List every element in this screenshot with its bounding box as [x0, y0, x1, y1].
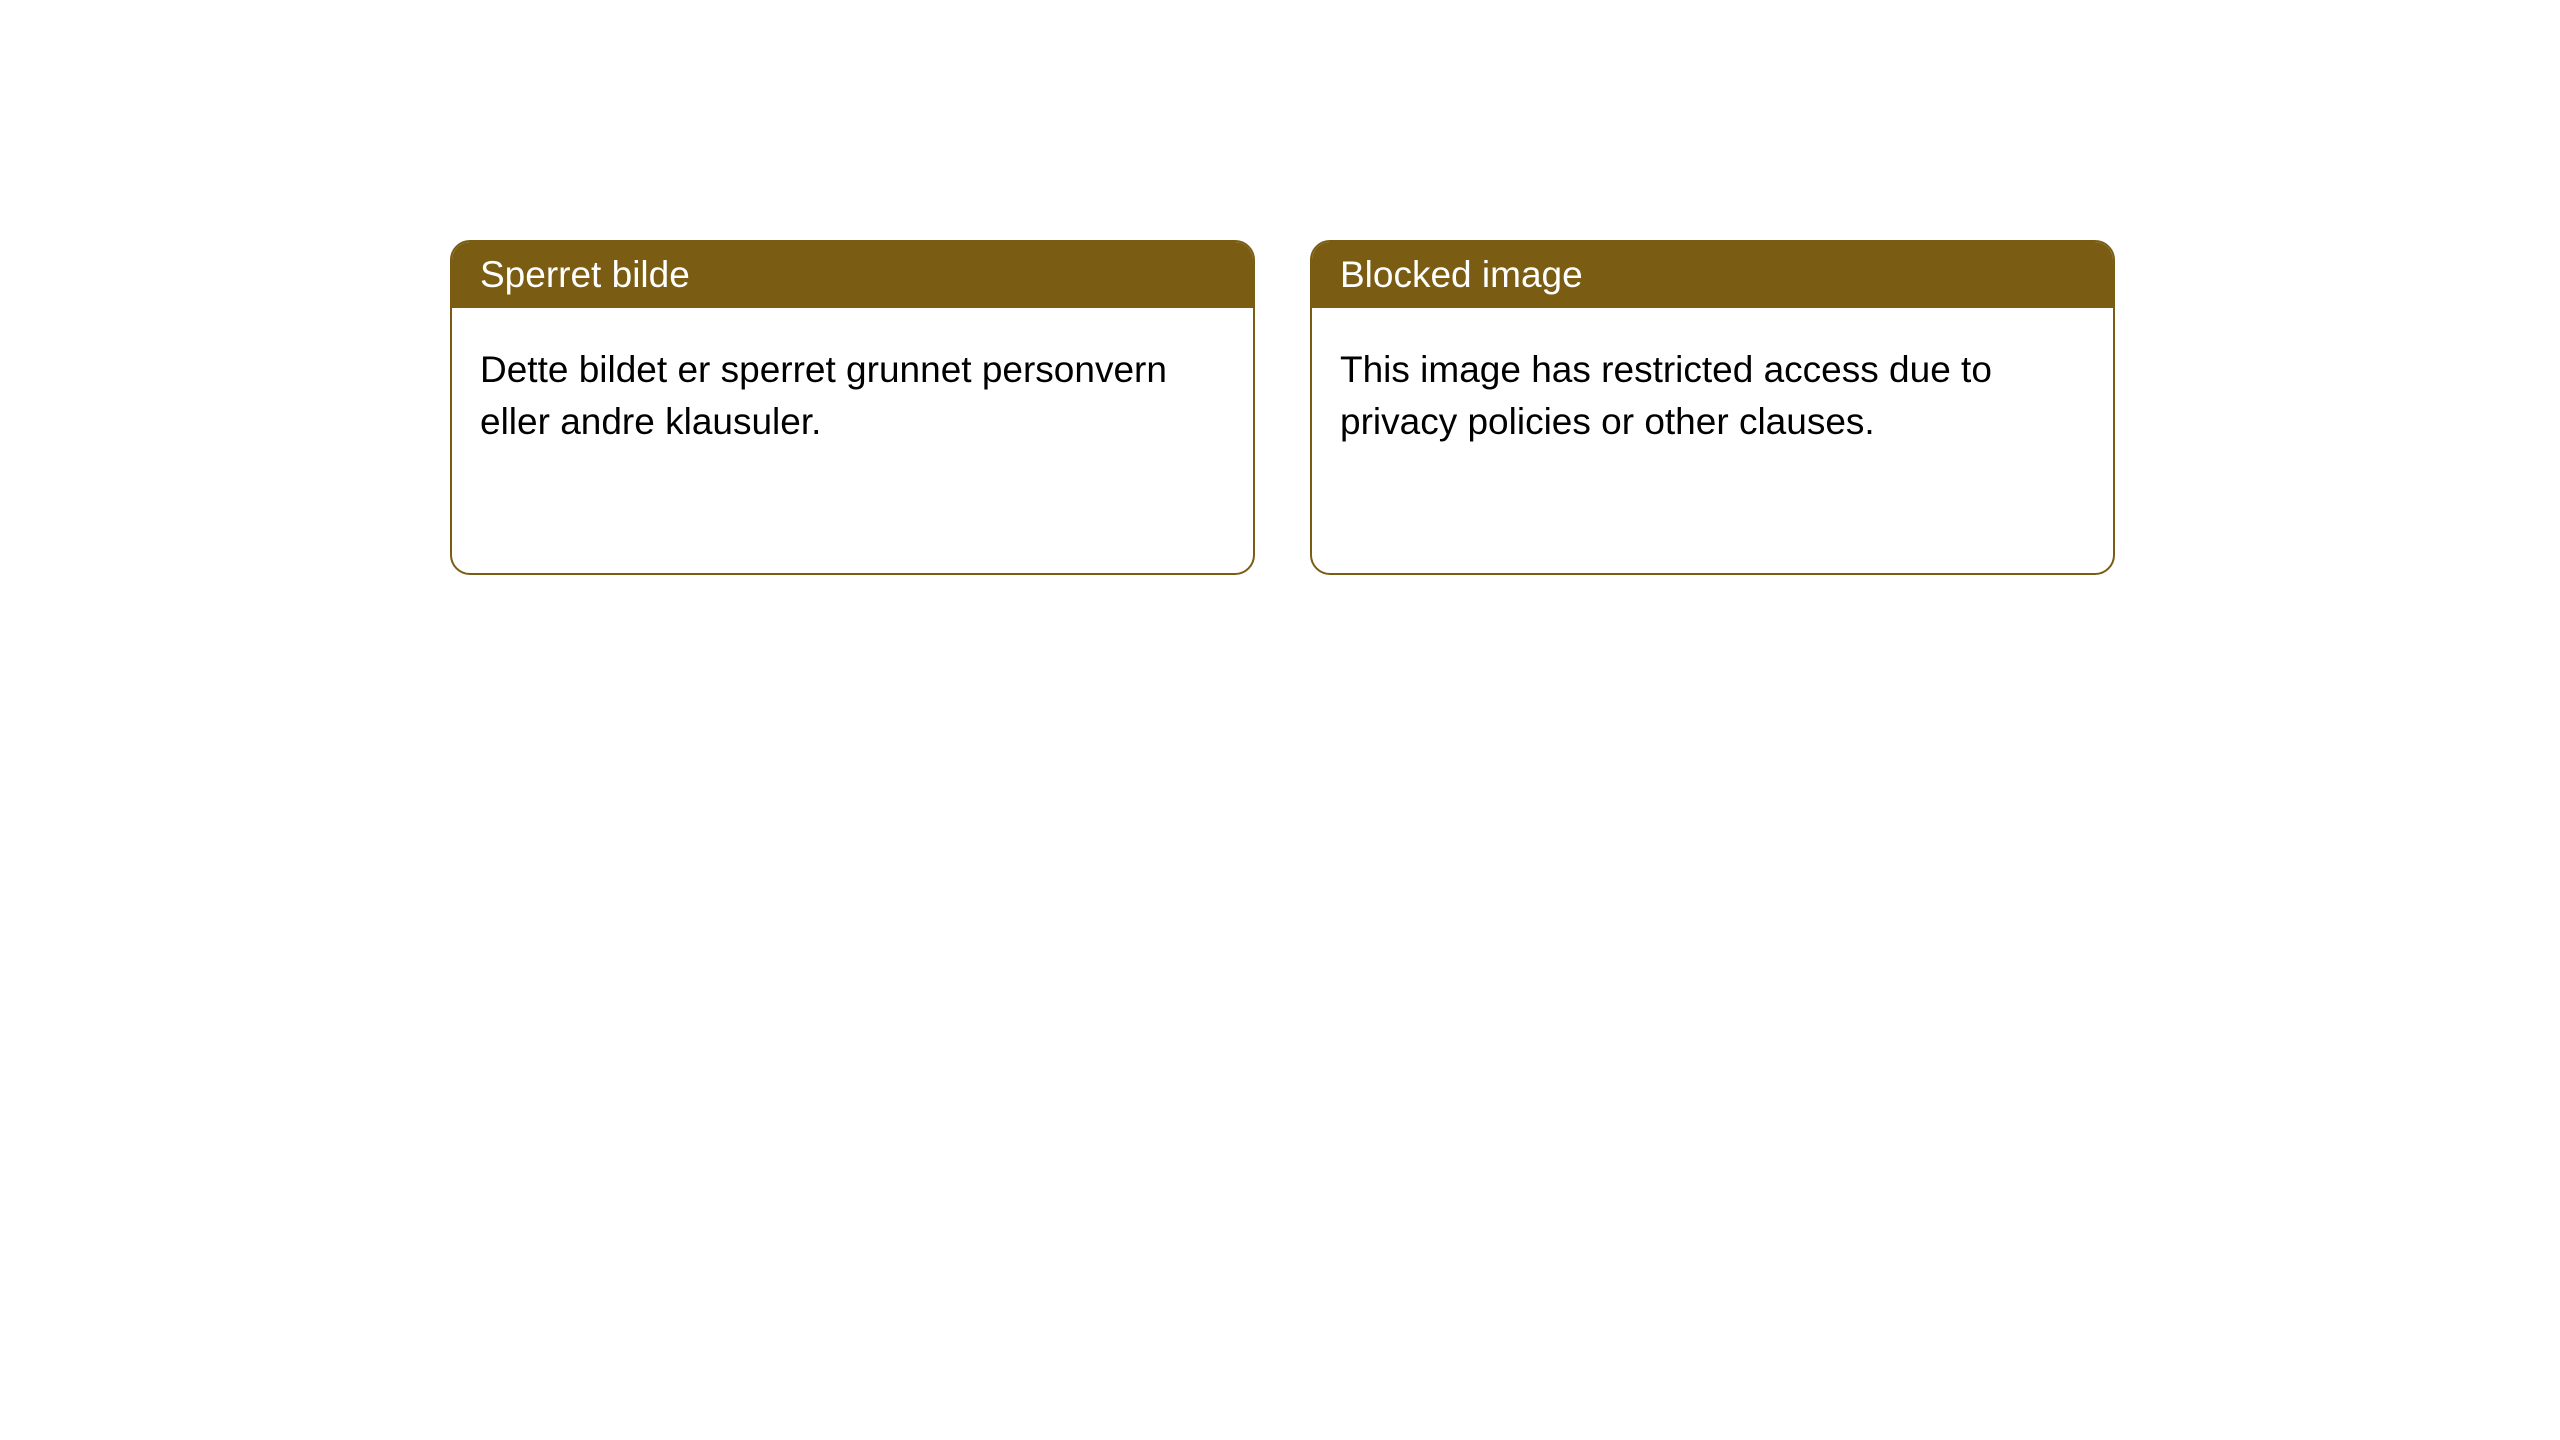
notice-card-message: Dette bildet er sperret grunnet personve… — [480, 349, 1167, 442]
notice-card-norwegian: Sperret bilde Dette bildet er sperret gr… — [450, 240, 1255, 575]
notice-card-english: Blocked image This image has restricted … — [1310, 240, 2115, 575]
notice-card-title: Sperret bilde — [480, 254, 690, 295]
notice-cards-container: Sperret bilde Dette bildet er sperret gr… — [450, 240, 2560, 575]
notice-card-body: This image has restricted access due to … — [1312, 308, 2113, 484]
notice-card-body: Dette bildet er sperret grunnet personve… — [452, 308, 1253, 484]
notice-card-title: Blocked image — [1340, 254, 1583, 295]
notice-card-message: This image has restricted access due to … — [1340, 349, 1992, 442]
notice-card-header: Blocked image — [1312, 242, 2113, 308]
notice-card-header: Sperret bilde — [452, 242, 1253, 308]
